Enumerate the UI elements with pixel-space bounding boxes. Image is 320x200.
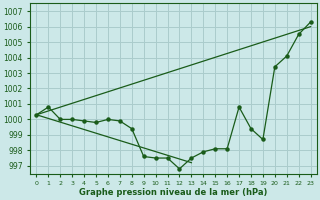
X-axis label: Graphe pression niveau de la mer (hPa): Graphe pression niveau de la mer (hPa) xyxy=(79,188,268,197)
